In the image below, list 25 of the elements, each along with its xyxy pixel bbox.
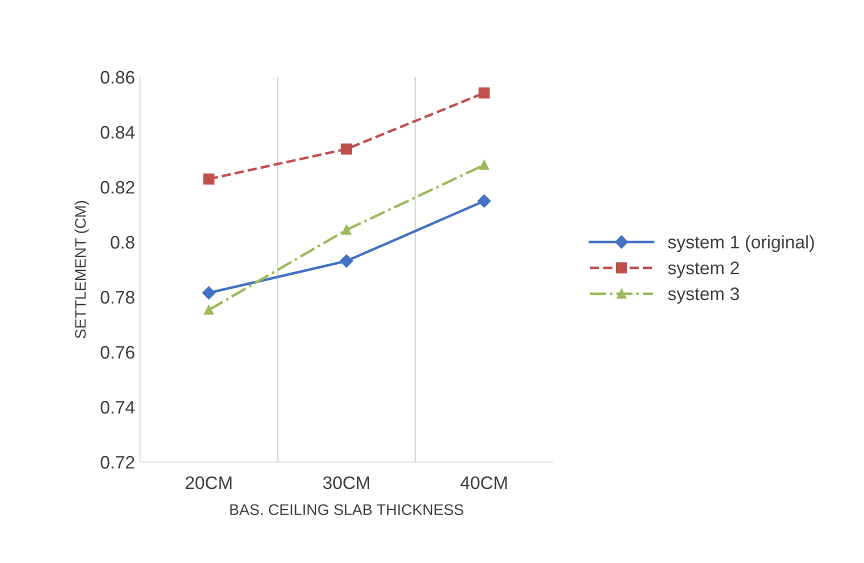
- point: [340, 143, 352, 155]
- point: [340, 254, 354, 268]
- legend-label: system 1 (original): [668, 235, 814, 252]
- y-tick-label: 0.78: [100, 290, 134, 304]
- y-tick-label: 0.84: [100, 126, 135, 139]
- point: [203, 173, 214, 185]
- y-tick-label: 0.76: [100, 346, 134, 359]
- point: [202, 286, 216, 300]
- point: [478, 87, 490, 99]
- x-tick-label: 40CM: [460, 476, 507, 490]
- y-tick-label: 0.72: [100, 456, 134, 469]
- x-tick-label: 30CM: [323, 476, 370, 490]
- point: [479, 160, 490, 170]
- y-tick-label: 0.74: [100, 400, 135, 414]
- legend-label: system 2: [668, 262, 739, 278]
- point: [478, 194, 491, 208]
- x-axis-title: BAS. CEILING SLAB THICKNESS: [230, 504, 464, 516]
- y-tick-label: 0.86: [100, 70, 134, 84]
- point: [204, 305, 214, 315]
- point: [342, 225, 352, 235]
- legend-label: system 3: [668, 287, 739, 304]
- y-tick-label: 0.82: [100, 180, 134, 194]
- y-axis-title: SETTLEMENT (CM): [74, 200, 89, 338]
- x-tick-label: 20CM: [186, 476, 232, 490]
- y-tick-label: 0.8: [110, 236, 134, 249]
